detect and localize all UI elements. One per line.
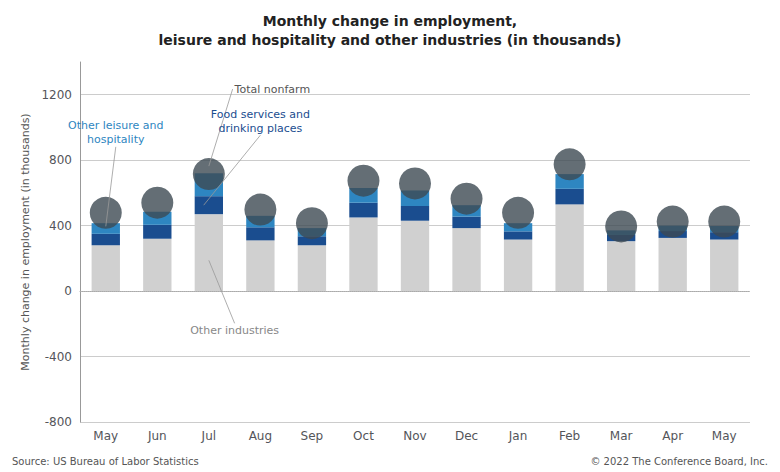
svg-text:-800: -800 xyxy=(45,415,72,429)
svg-text:400: 400 xyxy=(49,219,72,233)
svg-text:Jun: Jun xyxy=(147,429,167,443)
svg-text:leisure and hospitality and ot: leisure and hospitality and other indust… xyxy=(159,32,622,48)
svg-text:Other industries: Other industries xyxy=(190,324,279,337)
svg-text:Monthly change in employment (: Monthly change in employment (in thousan… xyxy=(19,113,32,370)
svg-text:Feb: Feb xyxy=(559,429,580,443)
svg-text:Nov: Nov xyxy=(403,429,426,443)
svg-text:0: 0 xyxy=(64,284,72,298)
svg-text:Mar: Mar xyxy=(610,429,633,443)
svg-text:Dec: Dec xyxy=(455,429,478,443)
svg-text:Source: US Bureau of Labor Sta: Source: US Bureau of Labor Statistics xyxy=(12,456,199,467)
svg-text:© 2022 The Conference Board, I: © 2022 The Conference Board, Inc. xyxy=(590,456,768,467)
svg-text:May: May xyxy=(93,429,118,443)
svg-text:Jul: Jul xyxy=(201,429,216,443)
svg-text:Total nonfarm: Total nonfarm xyxy=(234,83,311,96)
svg-text:800: 800 xyxy=(49,153,72,167)
svg-text:drinking places: drinking places xyxy=(219,122,303,135)
svg-text:Monthly change in employment,: Monthly change in employment, xyxy=(263,13,517,29)
svg-text:May: May xyxy=(712,429,737,443)
svg-text:-400: -400 xyxy=(45,350,72,364)
svg-text:1200: 1200 xyxy=(41,88,72,102)
svg-text:Sep: Sep xyxy=(301,429,324,443)
svg-text:Oct: Oct xyxy=(353,429,374,443)
svg-text:hospitality: hospitality xyxy=(87,133,145,146)
svg-text:Other leisure and: Other leisure and xyxy=(68,119,164,132)
svg-text:Food services and: Food services and xyxy=(211,108,310,121)
svg-text:Jan: Jan xyxy=(508,429,528,443)
svg-text:Aug: Aug xyxy=(249,429,272,443)
svg-text:Apr: Apr xyxy=(662,429,683,443)
